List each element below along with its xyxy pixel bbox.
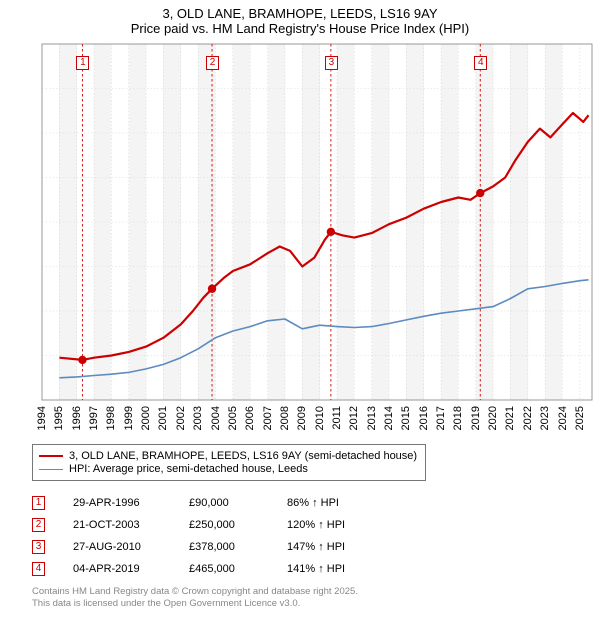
xtick-label: 2017 bbox=[435, 406, 447, 430]
event-marker-3: 3 bbox=[325, 56, 338, 70]
xtick-label: 1999 bbox=[123, 406, 135, 430]
event-row: 3 27-AUG-2010 £378,000 147% ↑ HPI bbox=[32, 536, 367, 558]
xtick-label: 2000 bbox=[140, 406, 152, 430]
legend-label-hpi: HPI: Average price, semi-detached house,… bbox=[69, 463, 308, 475]
event-row-price: £250,000 bbox=[189, 519, 259, 531]
footer-line-1: Contains HM Land Registry data © Crown c… bbox=[32, 586, 358, 598]
event-row-date: 29-APR-1996 bbox=[73, 497, 161, 509]
xtick-label: 2015 bbox=[400, 406, 412, 430]
event-marker-4: 4 bbox=[474, 56, 487, 70]
legend-swatch-property bbox=[39, 455, 63, 457]
xtick-label: 2002 bbox=[175, 406, 187, 430]
title-line-1: 3, OLD LANE, BRAMHOPE, LEEDS, LS16 9AY bbox=[8, 6, 592, 21]
xtick-label: 2025 bbox=[574, 406, 586, 430]
event-row: 1 29-APR-1996 £90,000 86% ↑ HPI bbox=[32, 492, 367, 514]
xtick-label: 2004 bbox=[210, 406, 222, 430]
event-row-marker: 3 bbox=[32, 540, 45, 554]
xtick-label: 2021 bbox=[504, 406, 516, 430]
x-axis: 1994199519961997199819992000200120022003… bbox=[42, 404, 592, 444]
attribution-footer: Contains HM Land Registry data © Crown c… bbox=[32, 586, 358, 611]
event-row: 2 21-OCT-2003 £250,000 120% ↑ HPI bbox=[32, 514, 367, 536]
legend-swatch-hpi bbox=[39, 469, 63, 470]
legend: 3, OLD LANE, BRAMHOPE, LEEDS, LS16 9AY (… bbox=[32, 444, 426, 481]
xtick-label: 1997 bbox=[88, 406, 100, 430]
legend-item-hpi: HPI: Average price, semi-detached house,… bbox=[39, 463, 417, 475]
footer-line-2: This data is licensed under the Open Gov… bbox=[32, 598, 358, 610]
event-row-marker: 2 bbox=[32, 518, 45, 532]
event-row-price: £378,000 bbox=[189, 541, 259, 553]
event-row-pct: 86% ↑ HPI bbox=[287, 497, 367, 509]
event-row-pct: 120% ↑ HPI bbox=[287, 519, 367, 531]
xtick-label: 2013 bbox=[366, 406, 378, 430]
event-row-marker: 4 bbox=[32, 562, 45, 576]
title-line-2: Price paid vs. HM Land Registry's House … bbox=[8, 21, 592, 36]
event-row-marker: 1 bbox=[32, 496, 45, 510]
event-row-date: 04-APR-2019 bbox=[73, 563, 161, 575]
xtick-label: 2020 bbox=[487, 406, 499, 430]
xtick-label: 1998 bbox=[105, 406, 117, 430]
xtick-label: 2016 bbox=[418, 406, 430, 430]
xtick-label: 2006 bbox=[244, 406, 256, 430]
xtick-label: 2012 bbox=[348, 406, 360, 430]
xtick-label: 1995 bbox=[53, 406, 65, 430]
xtick-label: 2003 bbox=[192, 406, 204, 430]
event-marker-1: 1 bbox=[76, 56, 89, 70]
xtick-label: 2010 bbox=[314, 406, 326, 430]
event-row-date: 27-AUG-2010 bbox=[73, 541, 161, 553]
legend-label-property: 3, OLD LANE, BRAMHOPE, LEEDS, LS16 9AY (… bbox=[69, 450, 417, 462]
xtick-label: 1994 bbox=[36, 406, 48, 430]
xtick-label: 2014 bbox=[383, 406, 395, 430]
xtick-label: 2007 bbox=[262, 406, 274, 430]
xtick-label: 2022 bbox=[522, 406, 534, 430]
xtick-label: 1996 bbox=[71, 406, 83, 430]
event-row-pct: 141% ↑ HPI bbox=[287, 563, 367, 575]
chart-svg bbox=[42, 44, 592, 400]
event-marker-2: 2 bbox=[206, 56, 219, 70]
legend-item-property: 3, OLD LANE, BRAMHOPE, LEEDS, LS16 9AY (… bbox=[39, 450, 417, 462]
event-row-pct: 147% ↑ HPI bbox=[287, 541, 367, 553]
events-table: 1 29-APR-1996 £90,000 86% ↑ HPI 2 21-OCT-2003… bbox=[32, 492, 367, 580]
xtick-label: 2011 bbox=[331, 406, 343, 430]
xtick-label: 2008 bbox=[279, 406, 291, 430]
event-row: 4 04-APR-2019 £465,000 141% ↑ HPI bbox=[32, 558, 367, 580]
xtick-label: 2024 bbox=[557, 406, 569, 430]
event-row-price: £90,000 bbox=[189, 497, 259, 509]
xtick-label: 2023 bbox=[539, 406, 551, 430]
xtick-label: 2018 bbox=[452, 406, 464, 430]
chart-plot-area: 1 2 3 4 bbox=[42, 44, 592, 400]
event-row-price: £465,000 bbox=[189, 563, 259, 575]
xtick-label: 2009 bbox=[296, 406, 308, 430]
xtick-label: 2001 bbox=[157, 406, 169, 430]
chart-title: 3, OLD LANE, BRAMHOPE, LEEDS, LS16 9AY P… bbox=[0, 0, 600, 40]
event-row-date: 21-OCT-2003 bbox=[73, 519, 161, 531]
xtick-label: 2005 bbox=[227, 406, 239, 430]
xtick-label: 2019 bbox=[470, 406, 482, 430]
